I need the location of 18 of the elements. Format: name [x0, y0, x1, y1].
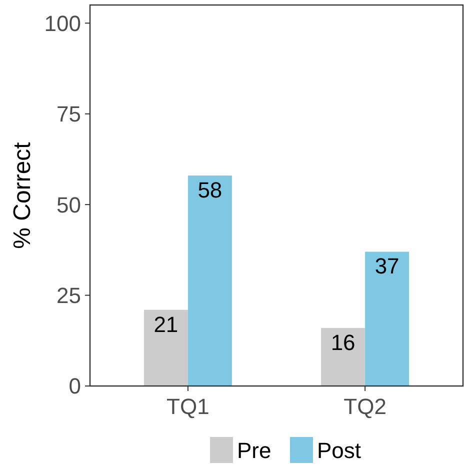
y-tick-label: 75: [56, 102, 81, 127]
data-label: 58: [198, 178, 222, 203]
bar: [365, 252, 410, 386]
legend-label: Pre: [237, 438, 272, 463]
bar: [144, 310, 188, 386]
data-label: 16: [330, 330, 356, 355]
bar: [321, 328, 366, 386]
data-label: 21: [154, 312, 178, 337]
legend-label: Post: [317, 438, 362, 463]
x-tick-label: TQ2: [344, 394, 386, 419]
x-tick-label: TQ1: [166, 394, 210, 419]
y-tick-label: 100: [44, 10, 81, 36]
data-label: 37: [374, 254, 400, 279]
y-tick-label: 0: [68, 374, 81, 399]
y-axis-title: % Correct: [9, 142, 36, 249]
y-tick-label: 25: [56, 282, 81, 308]
y-tick-label: 50: [56, 192, 81, 218]
bar: [188, 176, 232, 386]
